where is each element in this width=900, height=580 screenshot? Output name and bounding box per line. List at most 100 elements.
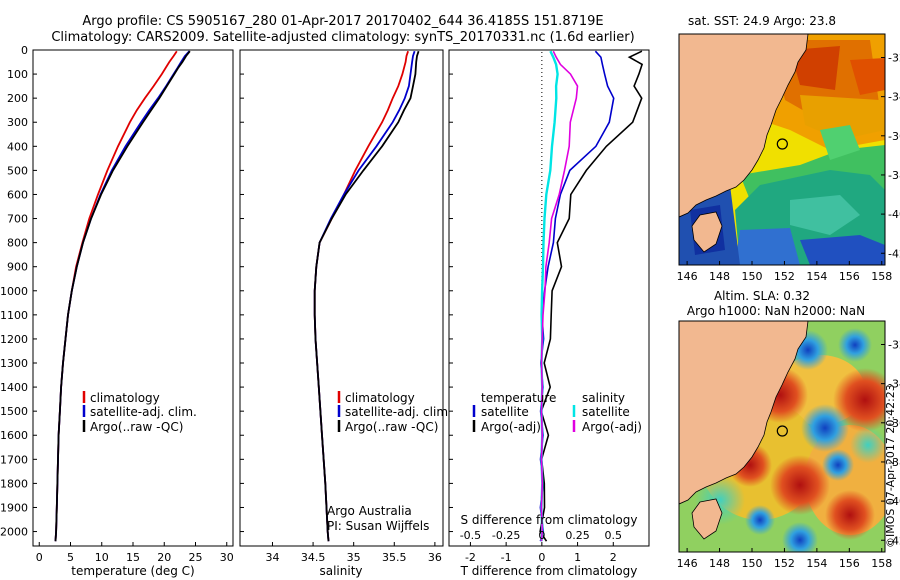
map-x-tick-label: 148: [709, 557, 730, 570]
sst-map: sat. SST: 24.9 Argo: 23.8 146 148 150 152 15…: [677, 14, 900, 283]
map-x-tick-label: 154: [806, 270, 827, 283]
x-tick-label: 35.5: [382, 551, 407, 564]
y-tick-label: 1100: [0, 309, 28, 322]
y-tick-label: 1800: [0, 477, 28, 490]
map-x-tick-label: 146: [677, 557, 698, 570]
map-y-tick-label: -42: [888, 247, 900, 260]
y-tick-label: 1000: [0, 285, 28, 298]
salinity-series-line: [313, 50, 420, 542]
legend-title-salinity: salinity: [582, 391, 625, 405]
y-tick-label: 200: [7, 92, 28, 105]
header-line-1: Argo profile: CS 5905167_280 01-Apr-2017…: [82, 14, 603, 29]
sst-land: [679, 34, 809, 218]
tasmania-land: [691, 498, 723, 540]
pi-annotation: PI: Susan Wijffels: [327, 519, 429, 533]
y-tick-label: 1500: [0, 405, 28, 418]
s-tick-label: -0.5: [460, 529, 481, 542]
y-tick-label: 600: [7, 188, 28, 201]
header-line-2: Climatology: CARS2009. Satellite-adjuste…: [51, 30, 634, 45]
y-tick-label: 1300: [0, 357, 28, 370]
sst-map-image: [679, 34, 885, 265]
y-tick-label: 2000: [0, 526, 28, 539]
x-tick-label: 34.5: [301, 551, 326, 564]
sst-map-title: sat. SST: 24.9 Argo: 23.8: [688, 14, 836, 28]
y-tick-label: 300: [7, 116, 28, 129]
map-y-tick-label: -40: [888, 208, 900, 221]
legend-label-sal-argo: Argo(-adj): [582, 420, 642, 434]
x-tick-label: 2: [610, 551, 617, 564]
map-y-tick-label: -42: [888, 534, 900, 547]
y-tick-label: 1200: [0, 333, 28, 346]
legend-label-temp-argo: Argo(-adj): [481, 420, 541, 434]
salinity-x-label: salinity: [319, 564, 362, 578]
x-tick-label: 15: [126, 551, 140, 564]
s-tick-label: 0: [538, 529, 545, 542]
legend-label-climatology: climatology: [90, 391, 160, 405]
x-tick-label: -1: [501, 551, 512, 564]
temperature-legend: climatology satellite-adj. clim. Argo(..…: [82, 391, 197, 434]
map-y-tick-label: -34: [888, 91, 900, 104]
map-x-tick-label: 150: [741, 557, 762, 570]
map-y-tick-label: -36: [888, 130, 900, 143]
map-y-tick-label: -38: [888, 456, 900, 469]
argo-float-marker: [776, 425, 788, 437]
x-tick-label: 0: [538, 551, 545, 564]
sst-map-frame: [678, 33, 886, 266]
map-x-tick-label: 156: [839, 270, 860, 283]
x-tick-label: 25: [189, 551, 203, 564]
t-difference-label: T difference from climatology: [460, 564, 638, 578]
sla-land: [679, 321, 809, 505]
map-x-tick-label: 158: [871, 270, 892, 283]
map-x-tick-label: 154: [806, 557, 827, 570]
salinity-legend: climatology satellite-adj. clim. Argo(..…: [337, 391, 452, 434]
argo-australia-annotation: Argo Australia: [327, 504, 412, 518]
temperature-plot-frame: [32, 49, 234, 547]
salinity-panel: 34 34.5 35 35.5 36 climatology satellite-adj…: [239, 49, 452, 578]
s-tick-label: 0.25: [565, 529, 590, 542]
x-tick-label: -2: [465, 551, 476, 564]
x-tick-label: 0: [36, 551, 43, 564]
s-tick-label: -0.25: [492, 529, 520, 542]
x-tick-label: 10: [95, 551, 109, 564]
x-tick-label: 35: [347, 551, 361, 564]
difference-series-line: [540, 50, 579, 542]
y-tick-label: 900: [7, 261, 28, 274]
argo-float-marker: [776, 138, 788, 150]
y-tick-label: 800: [7, 237, 28, 250]
y-tick-label: 1400: [0, 381, 28, 394]
y-tick-label: 400: [7, 140, 28, 153]
y-tick-label: 100: [7, 68, 28, 81]
y-tick-label: 500: [7, 164, 28, 177]
y-tick-label: 700: [7, 213, 28, 226]
legend-label-satellite: satellite-adj. clim.: [345, 405, 452, 419]
x-tick-label: 1: [574, 551, 581, 564]
y-tick-label: 1900: [0, 501, 28, 514]
temperature-x-label: temperature (deg C): [71, 564, 194, 578]
s-difference-label: S difference from climatology: [461, 513, 638, 527]
legend-label-climatology: climatology: [345, 391, 415, 405]
tasmania-land: [691, 211, 723, 253]
map-x-tick-label: 152: [774, 557, 795, 570]
difference-plot-frame: [448, 49, 650, 547]
temperature-series-line: [54, 50, 191, 542]
legend-title-temperature: temperature: [481, 391, 556, 405]
legend-label-satellite: satellite-adj. clim.: [90, 405, 197, 419]
map-y-tick-label: -32: [888, 338, 900, 351]
sla-map-title: Altim. SLA: 0.32: [714, 289, 810, 303]
map-y-tick-label: -38: [888, 169, 900, 182]
legend-label-argo: Argo(..raw -QC): [345, 420, 438, 434]
x-tick-label: 20: [157, 551, 171, 564]
y-tick-label: 1700: [0, 453, 28, 466]
legend-label-sal-satellite: satellite: [582, 405, 630, 419]
map-y-tick-label: -40: [888, 495, 900, 508]
legend-label-argo: Argo(..raw -QC): [90, 420, 183, 434]
salinity-plot-frame: [239, 49, 444, 547]
map-x-tick-label: 148: [709, 270, 730, 283]
x-tick-label: 34: [265, 551, 279, 564]
map-x-tick-label: 146: [677, 270, 698, 283]
map-x-tick-label: 150: [741, 270, 762, 283]
y-tick-label: 0: [21, 44, 28, 57]
map-x-tick-label: 156: [839, 557, 860, 570]
map-y-tick-label: -32: [888, 51, 900, 64]
s-tick-label: 0.5: [605, 529, 623, 542]
